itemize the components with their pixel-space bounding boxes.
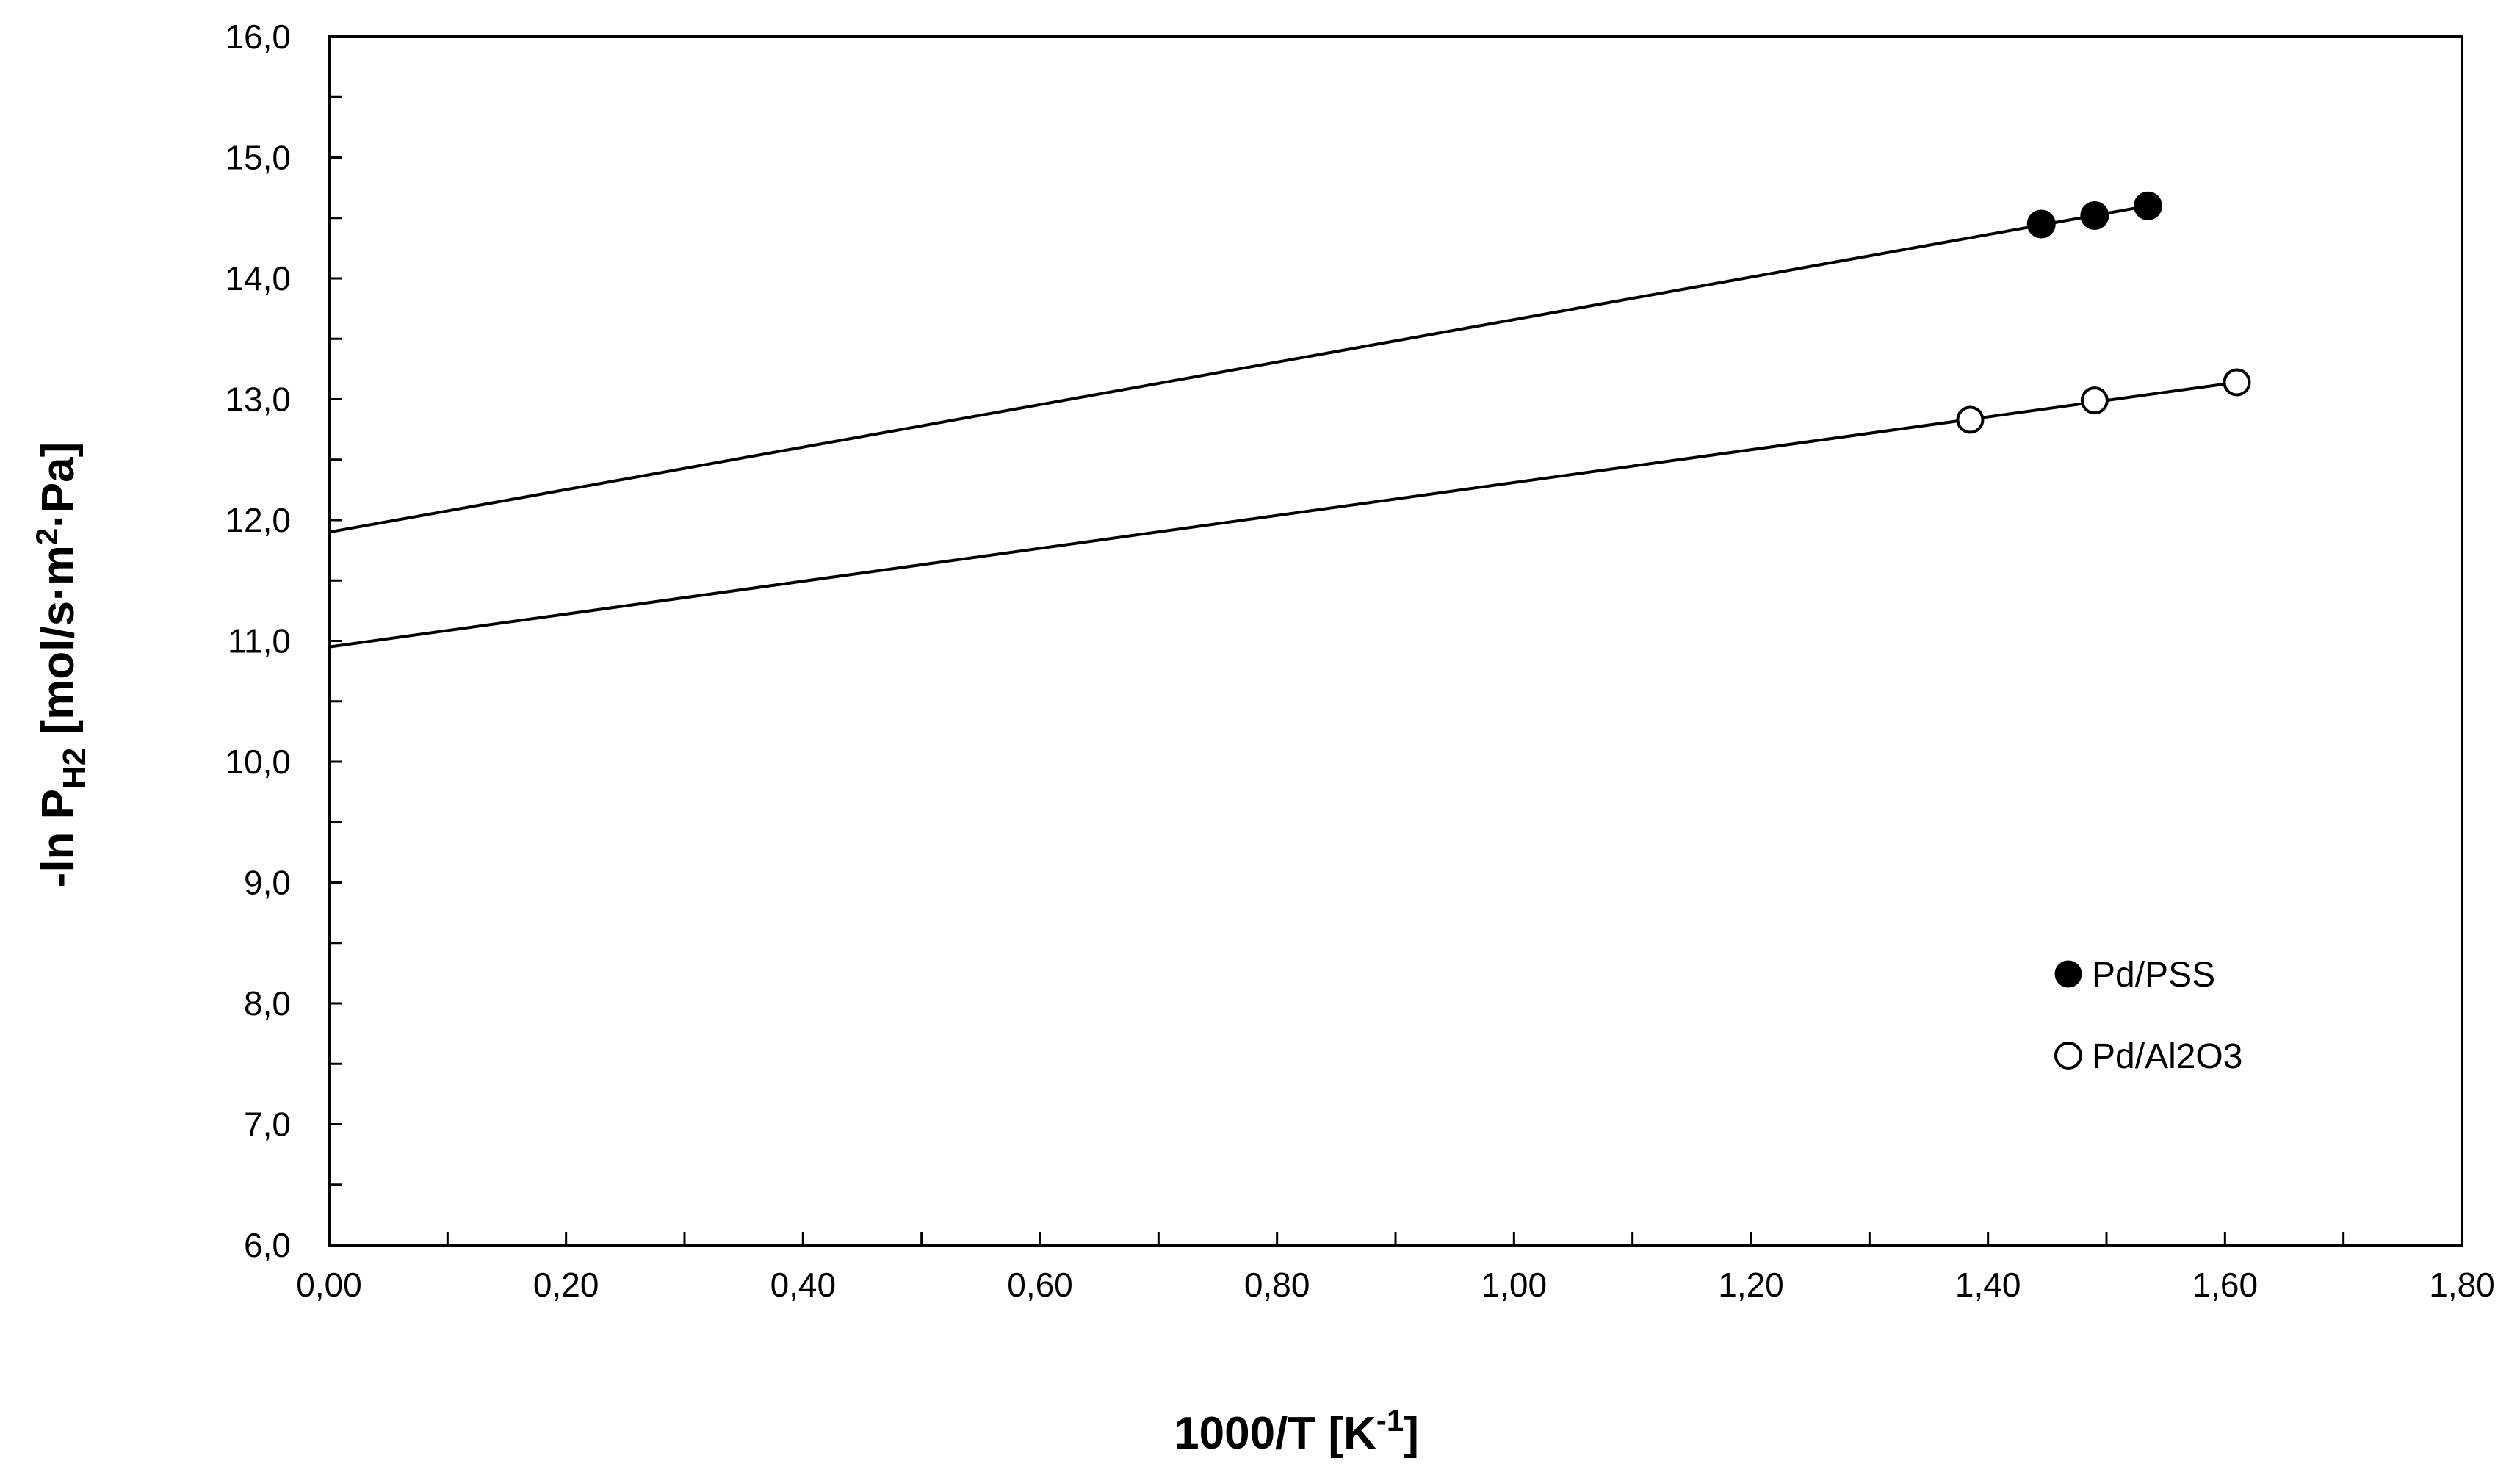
- x-tick-label: 1,80: [2429, 1266, 2495, 1304]
- markers: [1956, 191, 2251, 434]
- data-point-series-1: [1956, 405, 1985, 434]
- y-tick-label: 9,0: [244, 864, 291, 902]
- y-tick-label: 10,0: [225, 743, 291, 781]
- data-point-series-0: [2133, 191, 2162, 220]
- y-axis-title-superscript: 2: [29, 528, 64, 545]
- y-axis-title-part-a: -ln P: [33, 789, 84, 887]
- y-tick-label: 6,0: [244, 1226, 291, 1264]
- y-tick-label: 8,0: [244, 984, 291, 1023]
- y-tick-label: 15,0: [225, 139, 291, 177]
- legend: Pd/PSS Pd/Al2O3: [2054, 956, 2242, 1076]
- x-tick-label: 0,00: [296, 1266, 362, 1304]
- x-tick-label: 0,20: [533, 1266, 599, 1304]
- data-point-series-0: [2026, 209, 2056, 239]
- x-tick-label: 0,80: [1244, 1266, 1310, 1304]
- data-point-series-1: [2080, 386, 2109, 415]
- x-minor-ticks: [446, 1232, 2345, 1245]
- fit-line-series-1: [328, 381, 2237, 649]
- y-tick-label: 11,0: [228, 622, 291, 660]
- fit-line-series-0: [328, 204, 2148, 534]
- y-tick-label: 7,0: [244, 1106, 291, 1144]
- y-axis-title-part-c: ·Pa]: [33, 442, 84, 528]
- y-axis-title-subscript: H2: [57, 748, 93, 789]
- legend-label-pd-al2o3: Pd/Al2O3: [2092, 1037, 2242, 1076]
- y-tick-label: 14,0: [225, 259, 291, 297]
- fit-lines: [328, 204, 2237, 649]
- x-tick-label: 0,40: [770, 1266, 837, 1304]
- x-tick-label: 0,60: [1007, 1266, 1073, 1304]
- x-axis-title-end: ]: [1404, 1408, 1419, 1459]
- y-axis-title: -ln PH2 [mol/s·m2·Pa]: [29, 442, 93, 888]
- y-tick-label: 16,0: [225, 18, 291, 56]
- data-point-series-1: [2223, 368, 2251, 397]
- y-minor-ticks: [329, 95, 342, 1186]
- y-axis-title-part-b: [mol/s·m: [33, 545, 84, 748]
- y-tick-label: 12,0: [225, 501, 291, 539]
- x-axis-title-main: 1000/T [K: [1174, 1408, 1376, 1459]
- x-axis-title: 1000/T [K-1]: [1174, 1403, 1419, 1459]
- y-tick-labels: 6,0 7,0 8,0 9,0 10,0 11,0 12,0 13,0 14,0 15,0 16,0: [225, 18, 291, 1264]
- y-tick-label: 13,0: [225, 381, 291, 419]
- legend-marker-pd-al2o3: [2054, 1042, 2082, 1070]
- x-tick-label: 1,40: [1955, 1266, 2021, 1304]
- x-tick-label: 1,20: [1718, 1266, 1784, 1304]
- x-tick-label: 1,00: [1481, 1266, 1548, 1304]
- x-tick-label: 1,60: [2192, 1266, 2259, 1304]
- data-point-series-0: [2080, 201, 2109, 230]
- x-tick-labels: 0,00 0,20 0,40 0,60 0,80 1,00 1,20 1,40 1,60 1,80: [296, 1266, 2495, 1304]
- x-axis-title-superscript: -1: [1376, 1403, 1404, 1438]
- legend-marker-pd-pss: [2054, 960, 2082, 988]
- legend-label-pd-pss: Pd/PSS: [2092, 956, 2215, 995]
